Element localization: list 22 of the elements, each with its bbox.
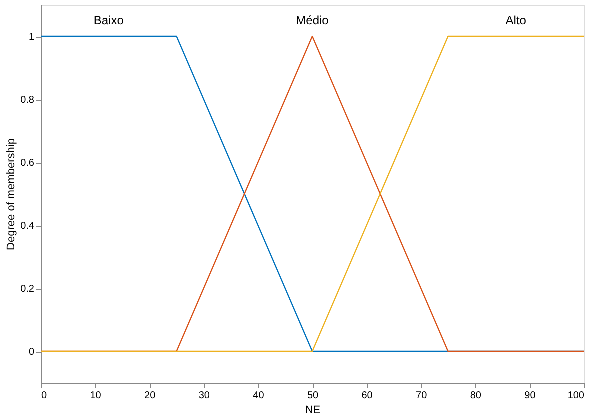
y-axis-title: Degree of membership bbox=[6, 138, 18, 250]
y-tick-label: 0 bbox=[28, 347, 35, 358]
series-label: Baixo bbox=[94, 14, 124, 28]
y-tick-label: 0.6 bbox=[20, 158, 35, 169]
x-tick-label: 70 bbox=[416, 390, 428, 402]
series-label: Médio bbox=[296, 14, 330, 28]
series-label: Alto bbox=[506, 14, 527, 28]
x-tick-label: 40 bbox=[253, 390, 265, 402]
x-tick-label: 100 bbox=[568, 390, 585, 402]
x-tick-label: 0 bbox=[42, 390, 48, 402]
x-tick-label: 30 bbox=[198, 390, 210, 402]
y-tick-label: 1 bbox=[28, 32, 35, 43]
y-tick-label: 0.2 bbox=[20, 284, 35, 295]
x-tick-label: 80 bbox=[470, 390, 482, 402]
x-tick-label: 20 bbox=[144, 390, 156, 402]
x-tick-label: 90 bbox=[524, 390, 536, 402]
x-tick-label: 10 bbox=[90, 390, 102, 402]
x-tick-label: 60 bbox=[362, 390, 374, 402]
x-tick-label: 50 bbox=[307, 390, 319, 402]
y-tick-label: 0.8 bbox=[20, 95, 35, 106]
y-tick-label: 0.4 bbox=[20, 221, 35, 232]
x-axis-title: NE bbox=[305, 404, 321, 416]
